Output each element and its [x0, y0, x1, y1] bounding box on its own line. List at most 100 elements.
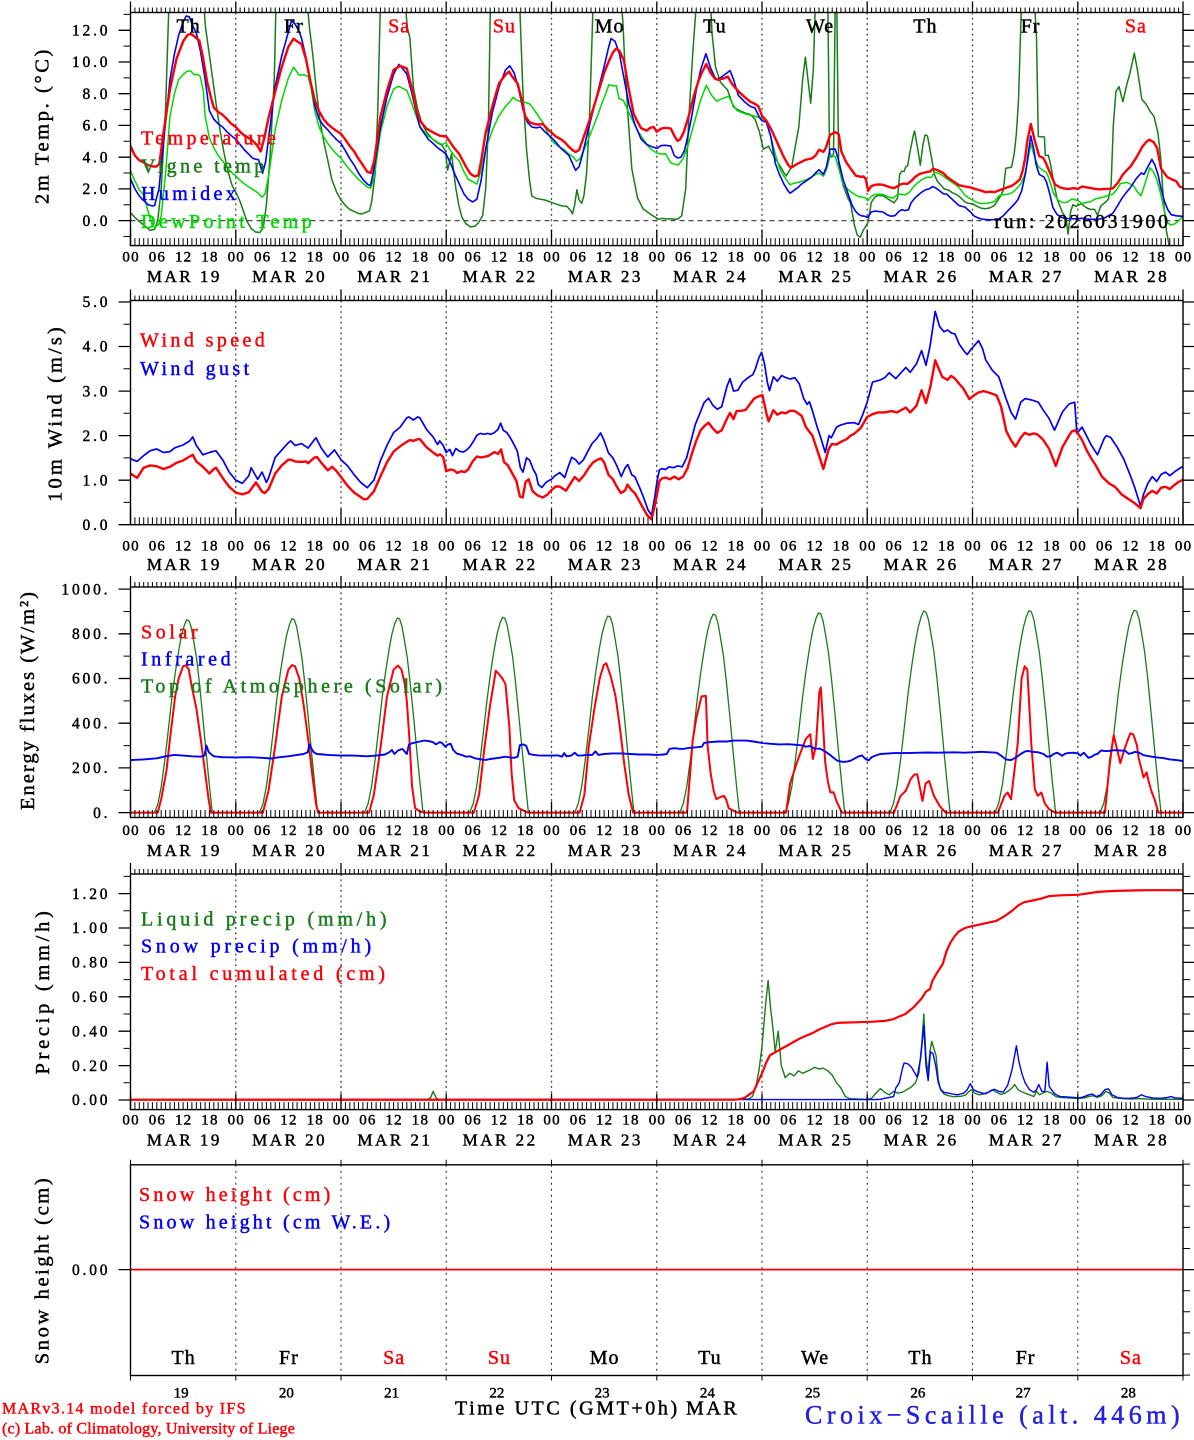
- svg-text:06: 06: [885, 823, 902, 839]
- svg-text:00: 00: [228, 823, 245, 839]
- svg-text:18: 18: [1149, 823, 1166, 839]
- svg-text:We: We: [806, 15, 834, 37]
- svg-text:18: 18: [833, 250, 850, 266]
- svg-text:00: 00: [333, 539, 350, 555]
- svg-text:00: 00: [649, 823, 666, 839]
- svg-text:MAR 19: MAR 19: [147, 267, 222, 286]
- svg-text:12: 12: [385, 823, 402, 839]
- svg-text:12: 12: [806, 250, 823, 266]
- svg-text:18: 18: [938, 823, 955, 839]
- svg-text:18: 18: [833, 823, 850, 839]
- svg-text:00: 00: [649, 1113, 666, 1129]
- svg-text:00: 00: [1175, 1113, 1192, 1129]
- svg-text:00: 00: [438, 1113, 455, 1129]
- svg-text:0.60: 0.60: [72, 989, 110, 1006]
- svg-text:00: 00: [754, 250, 771, 266]
- svg-text:12: 12: [701, 1113, 718, 1129]
- svg-text:Humidex: Humidex: [141, 183, 239, 205]
- svg-text:18: 18: [1149, 250, 1166, 266]
- svg-text:06: 06: [780, 539, 797, 555]
- svg-text:2m Temp. (°C): 2m Temp. (°C): [31, 47, 53, 204]
- svg-text:1000.: 1000.: [61, 581, 110, 598]
- svg-text:00: 00: [438, 823, 455, 839]
- svg-text:18: 18: [201, 250, 218, 266]
- svg-text:Sa: Sa: [388, 15, 410, 37]
- svg-text:MAR 20: MAR 20: [252, 841, 327, 860]
- svg-text:12: 12: [1017, 1113, 1034, 1129]
- svg-text:12: 12: [806, 823, 823, 839]
- svg-text:We: We: [801, 1347, 829, 1369]
- svg-text:Fr: Fr: [1016, 1347, 1036, 1369]
- svg-text:12: 12: [596, 539, 613, 555]
- svg-text:18: 18: [307, 250, 324, 266]
- svg-text:00: 00: [543, 250, 560, 266]
- svg-text:12: 12: [1122, 539, 1139, 555]
- svg-text:Su: Su: [493, 15, 516, 37]
- svg-text:Th: Th: [908, 1347, 932, 1369]
- svg-text:12: 12: [491, 823, 508, 839]
- svg-text:1.00: 1.00: [72, 920, 110, 937]
- svg-text:00: 00: [543, 823, 560, 839]
- svg-text:0.00: 0.00: [72, 1262, 110, 1279]
- svg-text:22: 22: [489, 1386, 504, 1402]
- svg-text:Sa: Sa: [1120, 1347, 1142, 1369]
- svg-text:06: 06: [359, 250, 376, 266]
- svg-text:18: 18: [1043, 823, 1060, 839]
- svg-text:12: 12: [1017, 823, 1034, 839]
- svg-text:Mo: Mo: [595, 15, 625, 37]
- svg-text:12: 12: [491, 250, 508, 266]
- svg-text:Su: Su: [488, 1347, 511, 1369]
- svg-text:06: 06: [675, 823, 692, 839]
- svg-text:Sa: Sa: [383, 1347, 405, 1369]
- svg-text:MAR 24: MAR 24: [673, 267, 748, 286]
- svg-text:Wind speed: Wind speed: [140, 330, 268, 352]
- svg-text:06: 06: [1096, 1113, 1113, 1129]
- svg-text:12: 12: [175, 539, 192, 555]
- svg-text:06: 06: [254, 539, 271, 555]
- svg-text:MAR 19: MAR 19: [147, 555, 222, 574]
- svg-text:00: 00: [754, 539, 771, 555]
- svg-text:18: 18: [201, 539, 218, 555]
- svg-text:00: 00: [438, 250, 455, 266]
- svg-text:00: 00: [1070, 539, 1087, 555]
- svg-text:00: 00: [964, 823, 981, 839]
- svg-text:18: 18: [622, 539, 639, 555]
- svg-text:18: 18: [1043, 1113, 1060, 1129]
- svg-text:Liquid precip (mm/h): Liquid precip (mm/h): [141, 909, 390, 931]
- svg-text:MAR 27: MAR 27: [989, 1130, 1064, 1149]
- svg-text:MAR 28: MAR 28: [1094, 267, 1169, 286]
- svg-text:Snow height (cm W.E.): Snow height (cm W.E.): [139, 1212, 393, 1234]
- svg-text:00: 00: [122, 539, 139, 555]
- svg-text:00: 00: [1070, 1113, 1087, 1129]
- svg-text:06: 06: [570, 1113, 587, 1129]
- svg-text:8.0: 8.0: [83, 86, 111, 103]
- svg-text:MAR 19: MAR 19: [147, 1130, 222, 1149]
- svg-text:00: 00: [1070, 823, 1087, 839]
- svg-text:MAR 27: MAR 27: [989, 555, 1064, 574]
- svg-text:00: 00: [228, 539, 245, 555]
- svg-text:Precip (mm/h): Precip (mm/h): [32, 907, 54, 1074]
- svg-text:Tu: Tu: [703, 15, 727, 37]
- svg-text:2.0: 2.0: [83, 428, 111, 445]
- svg-text:00: 00: [859, 250, 876, 266]
- svg-text:MAR 21: MAR 21: [357, 841, 432, 860]
- svg-text:MAR 21: MAR 21: [357, 555, 432, 574]
- svg-text:MAR 24: MAR 24: [673, 1130, 748, 1149]
- svg-text:Infrared: Infrared: [141, 649, 234, 671]
- svg-text:00: 00: [333, 250, 350, 266]
- svg-text:18: 18: [938, 539, 955, 555]
- svg-text:1.20: 1.20: [72, 886, 110, 903]
- svg-text:12: 12: [701, 250, 718, 266]
- svg-text:Fr: Fr: [279, 1347, 299, 1369]
- svg-text:18: 18: [622, 823, 639, 839]
- svg-text:18: 18: [833, 1113, 850, 1129]
- svg-text:MAR 25: MAR 25: [778, 1130, 853, 1149]
- svg-text:00: 00: [122, 1113, 139, 1129]
- svg-text:12: 12: [912, 1113, 929, 1129]
- svg-text:Time UTC (GMT+0h): Time UTC (GMT+0h): [455, 1398, 680, 1420]
- svg-text:MAR 20: MAR 20: [252, 555, 327, 574]
- svg-text:200.: 200.: [72, 760, 110, 777]
- svg-text:Croix−Scaille (alt. 446m): Croix−Scaille (alt. 446m): [805, 1401, 1184, 1430]
- svg-text:12: 12: [385, 539, 402, 555]
- svg-text:6.0: 6.0: [83, 118, 111, 135]
